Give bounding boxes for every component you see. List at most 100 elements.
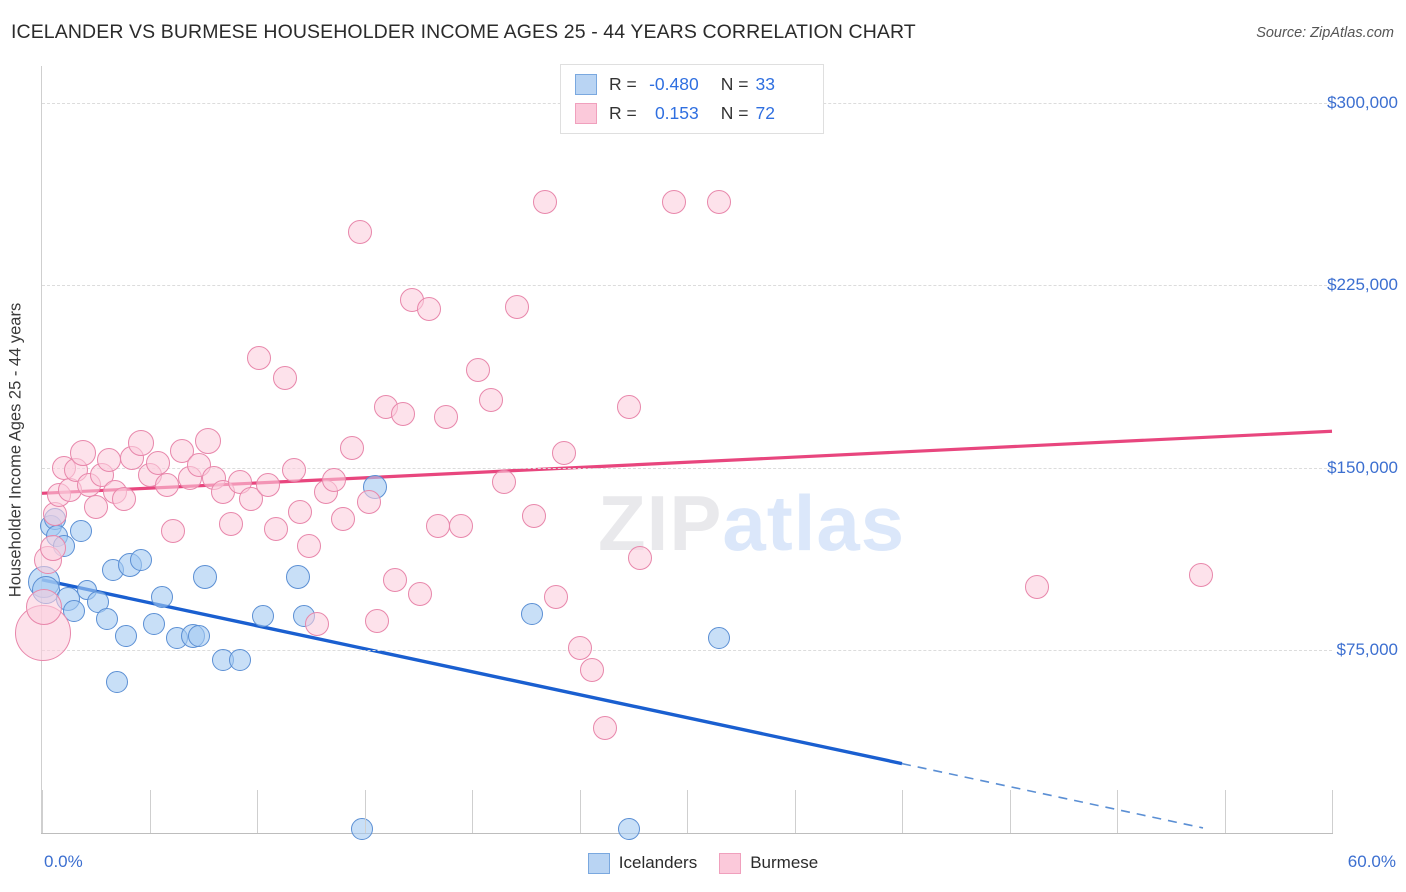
- x-tick: [42, 790, 43, 833]
- x-tick: [794, 790, 796, 833]
- data-point-burmese[interactable]: [127, 430, 154, 457]
- legend-item-icelanders[interactable]: Icelanders: [587, 852, 697, 874]
- legend-item-burmese[interactable]: Burmese: [719, 852, 819, 874]
- data-point-burmese[interactable]: [255, 472, 280, 497]
- data-point-burmese[interactable]: [322, 467, 347, 492]
- data-point-burmese[interactable]: [543, 584, 568, 609]
- stats-n-value-burmese: 72: [755, 102, 775, 123]
- data-point-icelanders[interactable]: [617, 818, 640, 841]
- trendlines: [41, 429, 1333, 829]
- data-point-burmese[interactable]: [339, 436, 364, 461]
- data-point-icelanders[interactable]: [106, 671, 129, 694]
- data-point-burmese[interactable]: [391, 402, 416, 427]
- data-point-burmese[interactable]: [161, 519, 186, 544]
- stats-n-value-icelanders: 33: [755, 73, 775, 94]
- data-point-burmese[interactable]: [522, 504, 547, 529]
- stats-n-label-burmese: N =: [720, 102, 749, 123]
- data-point-burmese[interactable]: [593, 716, 618, 741]
- legend-swatch-burmese: [719, 852, 742, 874]
- data-point-icelanders[interactable]: [228, 649, 251, 672]
- data-point-burmese[interactable]: [552, 441, 577, 466]
- data-point-burmese[interactable]: [567, 635, 592, 660]
- x-tick: [149, 790, 151, 833]
- stats-r-label-icelanders: R =: [609, 73, 637, 94]
- data-point-burmese[interactable]: [247, 346, 272, 371]
- data-point-icelanders[interactable]: [187, 624, 210, 647]
- data-point-burmese[interactable]: [331, 506, 355, 531]
- trendline-icelanders: [41, 578, 903, 766]
- legend-swatch-icelanders: [587, 852, 610, 874]
- data-point-burmese[interactable]: [434, 404, 459, 429]
- data-point-burmese[interactable]: [425, 514, 450, 539]
- data-point-burmese[interactable]: [1025, 575, 1050, 600]
- data-point-burmese[interactable]: [281, 458, 306, 483]
- data-point-icelanders[interactable]: [252, 605, 275, 628]
- plot-area: ZIPatlas: [15, 66, 1333, 841]
- data-point-icelanders[interactable]: [129, 549, 152, 572]
- page-title: ICELANDER VS BURMESE HOUSEHOLDER INCOME …: [11, 21, 916, 43]
- y-axis-title: Householder Income Ages 25 - 44 years: [6, 302, 25, 597]
- data-point-burmese[interactable]: [26, 588, 63, 625]
- data-point-icelanders[interactable]: [193, 565, 218, 590]
- data-point-burmese[interactable]: [111, 487, 136, 512]
- data-point-burmese[interactable]: [365, 609, 390, 634]
- series-legend: Icelanders Burmese: [0, 848, 1406, 878]
- gridline: [42, 650, 1332, 652]
- stats-row-burmese: R = 0.153 N = 72: [575, 100, 775, 126]
- data-point-burmese[interactable]: [288, 499, 312, 524]
- data-point-icelanders[interactable]: [151, 585, 174, 608]
- data-point-burmese[interactable]: [356, 489, 381, 514]
- data-point-burmese[interactable]: [96, 448, 121, 473]
- data-point-burmese[interactable]: [505, 295, 530, 320]
- source-attribution: Source: ZipAtlas.com: [1256, 25, 1394, 41]
- data-point-burmese[interactable]: [264, 516, 289, 541]
- data-point-burmese[interactable]: [39, 535, 66, 562]
- x-tick: [1224, 790, 1226, 833]
- data-point-icelanders[interactable]: [285, 565, 310, 590]
- data-point-burmese[interactable]: [146, 450, 171, 475]
- gridline: [42, 285, 1332, 287]
- data-point-burmese[interactable]: [382, 567, 407, 592]
- data-point-icelanders[interactable]: [69, 520, 92, 543]
- y-tick-label: $225,000: [1327, 275, 1398, 295]
- stats-swatch-icelanders: [575, 73, 597, 95]
- x-tick: [472, 790, 473, 833]
- data-point-icelanders[interactable]: [142, 612, 165, 635]
- stats-r-value-icelanders: -0.480: [649, 73, 699, 94]
- data-point-burmese[interactable]: [305, 611, 330, 636]
- x-tick: [1332, 790, 1333, 833]
- data-point-icelanders[interactable]: [521, 602, 544, 625]
- data-point-burmese[interactable]: [272, 365, 297, 390]
- data-point-burmese[interactable]: [1188, 562, 1213, 587]
- data-point-burmese[interactable]: [83, 494, 108, 519]
- x-tick: [579, 790, 581, 833]
- data-point-burmese[interactable]: [662, 190, 687, 215]
- data-point-icelanders[interactable]: [114, 624, 137, 647]
- data-point-burmese[interactable]: [492, 470, 517, 495]
- data-point-burmese[interactable]: [154, 472, 179, 497]
- data-point-burmese[interactable]: [479, 387, 504, 412]
- data-point-burmese[interactable]: [417, 297, 441, 322]
- data-point-icelanders[interactable]: [95, 607, 118, 630]
- data-point-burmese[interactable]: [616, 394, 641, 419]
- data-point-burmese[interactable]: [627, 545, 652, 570]
- data-point-burmese[interactable]: [707, 190, 732, 215]
- data-point-burmese[interactable]: [219, 511, 244, 536]
- data-point-burmese[interactable]: [449, 514, 474, 539]
- trendline-icelanders-extrapolated: [901, 762, 1204, 829]
- data-point-burmese[interactable]: [296, 533, 321, 558]
- data-point-icelanders[interactable]: [708, 627, 731, 650]
- stats-n-label-icelanders: N =: [720, 73, 749, 94]
- data-point-icelanders[interactable]: [63, 600, 86, 623]
- data-point-icelanders[interactable]: [351, 818, 374, 841]
- legend-label-burmese: Burmese: [750, 853, 819, 872]
- data-point-burmese[interactable]: [466, 358, 491, 383]
- data-point-burmese[interactable]: [580, 657, 605, 682]
- data-point-burmese[interactable]: [69, 440, 96, 467]
- data-point-burmese[interactable]: [348, 219, 373, 244]
- data-point-burmese[interactable]: [194, 427, 221, 454]
- y-tick-label: $75,000: [1336, 640, 1398, 660]
- data-point-burmese[interactable]: [533, 190, 558, 215]
- data-point-burmese[interactable]: [408, 582, 433, 607]
